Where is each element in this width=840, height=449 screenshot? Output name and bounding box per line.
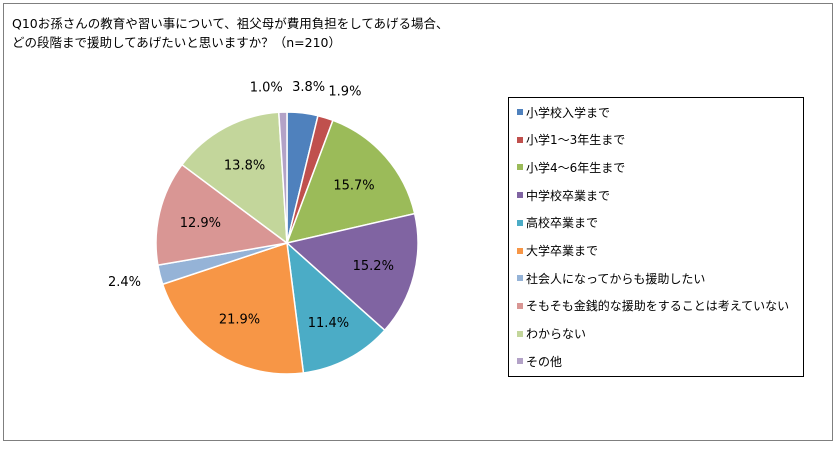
legend-swatch-5 (517, 219, 523, 226)
pie-slice-6 (161, 242, 305, 375)
legend-swatch-9 (517, 330, 523, 337)
legend-item-4: 中学校卒業まで (517, 185, 610, 205)
data-label-4: 15.2% (353, 259, 394, 274)
legend-swatch-3 (517, 164, 523, 171)
legend-label-5: 高校卒業まで (526, 216, 599, 231)
pie-slice-9 (180, 111, 288, 245)
data-label-7: 2.4% (108, 275, 141, 290)
legend-item-9: わからない (517, 324, 586, 344)
legend-swatch-10 (517, 358, 523, 365)
legend-label-4: 中学校卒業まで (526, 188, 611, 203)
legend-label-3: 小学4～6年生まで (526, 160, 626, 175)
data-label-10: 1.0% (250, 80, 283, 95)
legend-item-1: 小学校入学まで (517, 102, 610, 122)
data-label-2: 1.9% (328, 84, 361, 99)
legend-item-10: その他 (517, 351, 562, 371)
pie-slice-3 (285, 119, 416, 245)
chart-title-line-2: どの段階まで援助してあげたいと思いますか？（n=210） (12, 35, 342, 50)
chart-title: Q10お孫さんの教育や習い事について、祖父母が費用負担をしてあげる場合、 どの段… (12, 14, 449, 52)
data-label-6: 21.9% (219, 312, 260, 327)
data-label-9: 13.8% (224, 159, 265, 174)
legend-item-6: 大学卒業まで (517, 241, 598, 261)
pie-slice-8 (155, 163, 289, 266)
legend-swatch-7 (517, 275, 523, 282)
legend-label-6: 大学卒業まで (526, 244, 599, 258)
data-label-8: 12.9% (180, 216, 221, 231)
legend-label-2: 小学1～3年生まで (526, 133, 626, 148)
legend-label-10: その他 (526, 354, 563, 369)
data-label-3: 15.7% (333, 178, 374, 193)
legend-item-3: 小学4～6年生まで (517, 157, 625, 177)
chart-title-line-1: Q10お孫さんの教育や習い事について、祖父母が費用負担をしてあげる場合、 (12, 16, 449, 31)
legend-label-1: 小学校入学まで (526, 105, 611, 120)
legend-swatch-2 (517, 136, 523, 143)
pie-slice-4 (285, 212, 419, 332)
legend-swatch-4 (517, 192, 523, 199)
legend-label-8: そもそも金銭的な援助をすることは考えていない (526, 299, 790, 314)
legend-label-9: わからない (526, 327, 587, 342)
legend-swatch-8 (517, 302, 523, 309)
data-label-5: 11.4% (308, 316, 349, 331)
data-label-1: 3.8% (292, 80, 325, 95)
legend-swatch-6 (517, 247, 523, 254)
pie-slice-10 (277, 111, 288, 244)
pie-slice-5 (286, 241, 386, 374)
legend-swatch-1 (517, 109, 523, 115)
legend-item-8: そもそも金銭的な援助をすることは考えていない (517, 296, 789, 316)
legend-item-7: 社会人になってからも援助したい (517, 268, 705, 288)
legend-item-2: 小学1～3年生まで (517, 130, 625, 150)
legend-label-7: 社会人になってからも援助したい (526, 271, 706, 286)
legend: 小学校入学まで 小学1～3年生まで 小学4～6年生まで 中学校卒業まで 高校卒業まで 大学… (508, 97, 804, 377)
legend-item-5: 高校卒業まで (517, 213, 598, 233)
